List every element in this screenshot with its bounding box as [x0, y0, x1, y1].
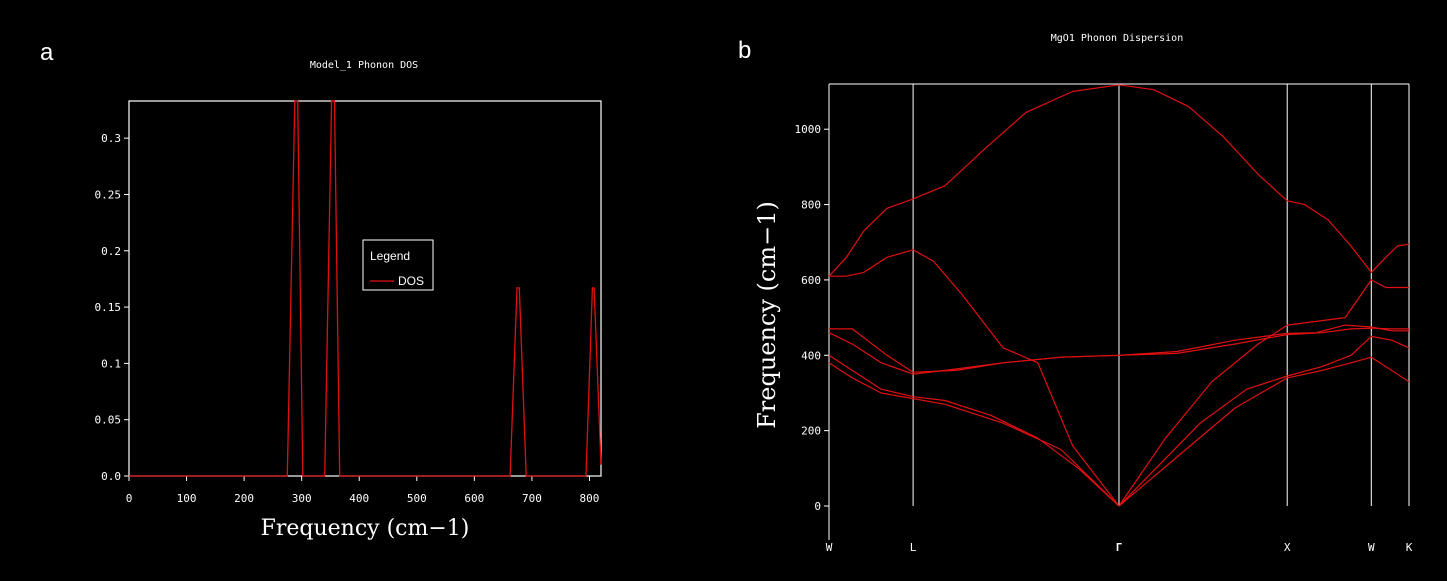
dos-legend-entry: DOS	[398, 274, 424, 288]
panel-label-a: a	[40, 39, 54, 66]
dispersion-kpoint-label: L	[910, 541, 917, 554]
dos-series-line	[129, 100, 602, 477]
dispersion-kpoint-label: W	[826, 541, 833, 554]
dispersion-chart: b MgO1 Phonon Dispersion 0 200 400 600 800 10…	[738, 33, 1413, 554]
dispersion-branch-line	[829, 324, 1409, 373]
dispersion-y-tick-label: 200	[801, 425, 821, 438]
dispersion-series-group	[828, 84, 1410, 507]
dos-legend: Legend DOS	[362, 239, 434, 291]
dispersion-y-tick-label: 600	[801, 274, 821, 287]
panel-label-b: b	[738, 37, 751, 64]
dos-chart-title: Model_1 Phonon DOS	[310, 60, 418, 71]
dos-x-tick-label: 700	[522, 492, 542, 505]
dos-legend-title: Legend	[370, 249, 410, 263]
dos-x-tick-label: 0	[126, 492, 133, 505]
dos-x-tick-label: 400	[349, 492, 369, 505]
dos-legend-box	[362, 239, 434, 291]
dos-y-tick-label: 0.2	[101, 245, 121, 258]
dispersion-branch-line	[828, 327, 1409, 375]
dispersion-y-tick-label: 1000	[795, 123, 822, 136]
dos-ticks: 0 100 200 300 400 500 600 700 800 0.0 0.05 0.1 0.15 0…	[95, 132, 600, 505]
dos-x-tick-label: 200	[234, 492, 254, 505]
dispersion-y-tick-label: 800	[801, 199, 821, 212]
dos-y-tick-label: 0.25	[95, 188, 122, 201]
dos-x-tick-label: 600	[464, 492, 484, 505]
dispersion-kpoint-label: W	[1368, 541, 1375, 554]
dos-y-tick-label: 0.05	[95, 414, 122, 427]
dispersion-chart-title: MgO1 Phonon Dispersion	[1051, 33, 1183, 44]
dispersion-frame	[828, 83, 1410, 540]
dos-x-axis-title: Frequency (cm−1)	[261, 516, 470, 541]
dos-series-group	[129, 100, 602, 477]
dos-x-tick-label: 500	[407, 492, 427, 505]
dos-y-tick-label: 0.0	[101, 470, 121, 483]
dos-y-tick-label: 0.15	[95, 301, 122, 314]
dispersion-kpoint-label: Γ	[1116, 541, 1123, 554]
dispersion-kpoint-label: K	[1406, 541, 1413, 554]
dispersion-branch-line	[828, 335, 1410, 507]
dos-x-tick-label: 800	[580, 492, 600, 505]
dispersion-kpoint-label: X	[1284, 541, 1291, 554]
dispersion-branch-line	[828, 84, 1410, 277]
dispersion-branch-line	[828, 356, 1410, 507]
dispersion-ticks: 0 200 400 600 800 1000 W L Γ X W K	[795, 123, 1413, 554]
dispersion-y-tick-label: 0	[814, 500, 821, 513]
dispersion-y-tick-label: 400	[801, 349, 821, 362]
dos-chart: a Model_1 Phonon DOS 0 100 200 300 400 500 600…	[40, 39, 602, 541]
dos-x-tick-label: 100	[177, 492, 197, 505]
dos-y-tick-label: 0.1	[101, 357, 121, 370]
dos-x-tick-label: 300	[292, 492, 312, 505]
dos-y-tick-label: 0.3	[101, 132, 121, 145]
dispersion-y-axis-title: Frequency (cm−1)	[753, 201, 781, 429]
dispersion-branch-line	[829, 249, 1409, 507]
